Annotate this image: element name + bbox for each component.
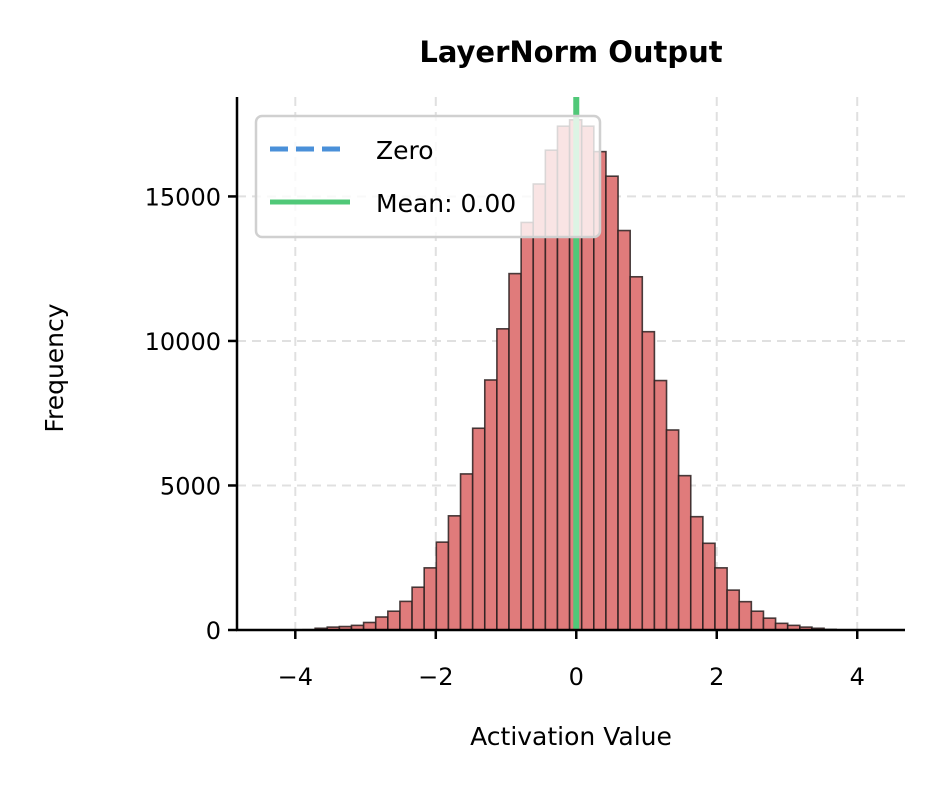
histogram-bar	[654, 381, 666, 630]
histogram-bar	[400, 601, 412, 630]
histogram-bar	[739, 602, 751, 630]
x-axis-label: Activation Value	[470, 722, 672, 751]
x-tick-label: 4	[850, 663, 865, 691]
histogram-bar	[461, 474, 473, 630]
histogram-bar	[727, 590, 739, 630]
legend-mean-label: Mean: 0.00	[376, 189, 516, 218]
histogram-bar	[642, 332, 654, 630]
y-axis-label: Frequency	[40, 303, 69, 432]
y-tick-label: 0	[206, 617, 221, 645]
legend: Zero Mean: 0.00	[256, 116, 600, 237]
histogram-bar	[473, 428, 485, 630]
histogram-bar	[618, 231, 630, 630]
x-tick-label: −2	[418, 663, 453, 691]
histogram-bar	[606, 176, 618, 630]
histogram-bar	[448, 516, 460, 630]
histogram-bar	[412, 587, 424, 630]
chart-title: LayerNorm Output	[419, 35, 722, 69]
x-tick-label: 2	[709, 663, 724, 691]
histogram-bar	[679, 476, 691, 630]
histogram-bar	[485, 380, 497, 630]
histogram-bar	[630, 277, 642, 630]
x-tick-label: −4	[278, 663, 313, 691]
histogram-bar	[715, 568, 727, 630]
histogram-bar	[691, 517, 703, 630]
y-tick-label: 10000	[145, 328, 221, 356]
histogram-bar	[509, 274, 521, 630]
histogram-bar	[388, 611, 400, 630]
histogram-bar	[497, 329, 509, 630]
y-tick-label: 15000	[145, 183, 221, 211]
legend-box	[256, 116, 600, 237]
histogram-bar	[436, 542, 448, 630]
histogram-bar	[763, 618, 775, 630]
histogram-bar	[533, 184, 545, 630]
histogram-bar	[376, 617, 388, 630]
histogram-bar	[703, 543, 715, 630]
histogram-bar	[521, 222, 533, 630]
histogram-bar	[751, 611, 763, 630]
histogram-bar	[424, 568, 436, 630]
histogram-bar	[667, 430, 679, 630]
legend-zero-label: Zero	[376, 136, 434, 165]
y-tick-label: 5000	[160, 472, 221, 500]
x-tick-label: 0	[569, 663, 584, 691]
